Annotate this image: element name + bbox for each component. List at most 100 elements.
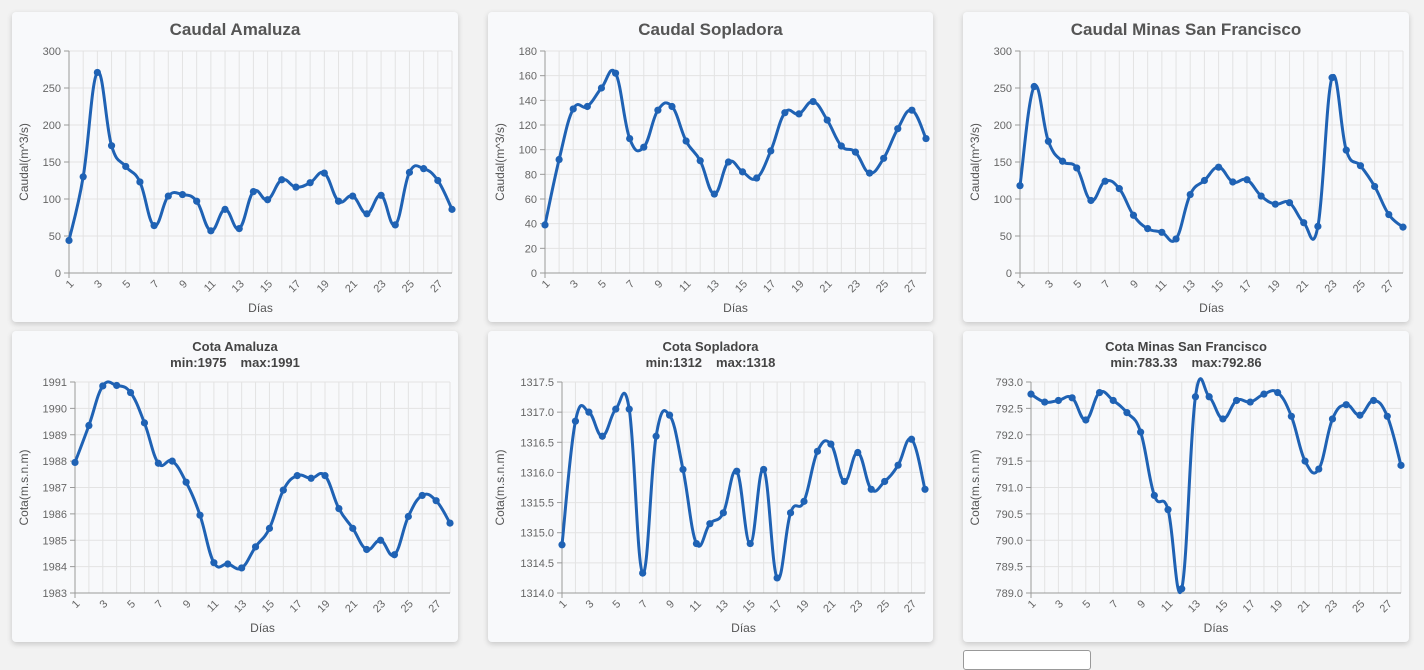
x-tick-label: 5 bbox=[125, 598, 138, 611]
x-axis-label: Días bbox=[250, 621, 275, 635]
data-point bbox=[1058, 157, 1067, 165]
series-line bbox=[543, 68, 928, 227]
chart-subtitle: min:1975 max:1991 bbox=[12, 355, 458, 371]
y-tick-label: 120 bbox=[519, 120, 537, 132]
data-point bbox=[626, 134, 634, 143]
x-tick-label: 15 bbox=[741, 598, 758, 615]
data-point bbox=[760, 465, 768, 474]
data-point bbox=[448, 205, 456, 213]
data-point bbox=[746, 539, 754, 548]
y-tick-label: 300 bbox=[43, 46, 61, 58]
y-tick-label: 792.5 bbox=[995, 403, 1023, 415]
partial-control[interactable] bbox=[963, 650, 1091, 670]
chart-card-caudal-sopladora: Caudal Sopladora 0 20 40 60 80 100 120 140 160 18… bbox=[488, 12, 933, 322]
data-point bbox=[376, 536, 385, 544]
x-tick-label: 5 bbox=[1081, 598, 1094, 611]
data-point bbox=[71, 458, 79, 467]
data-point bbox=[583, 102, 591, 111]
data-point bbox=[178, 190, 187, 199]
x-tick-label: 13 bbox=[1181, 278, 1198, 295]
data-point bbox=[1016, 182, 1024, 190]
y-tick-label: 1985 bbox=[43, 535, 67, 547]
data-point bbox=[1158, 228, 1166, 236]
data-point bbox=[598, 432, 606, 440]
x-tick-label: 5 bbox=[596, 278, 609, 291]
data-point bbox=[1246, 398, 1254, 406]
y-tick-label: 793.0 bbox=[995, 377, 1023, 389]
data-point bbox=[640, 143, 648, 151]
y-tick-label: 1987 bbox=[43, 483, 67, 495]
x-tick-label: 5 bbox=[1071, 278, 1084, 291]
y-tick-label: 0 bbox=[531, 268, 537, 280]
y-tick-label: 1986 bbox=[43, 509, 67, 521]
x-tick-label: 23 bbox=[371, 278, 388, 295]
y-tick-label: 1316.5 bbox=[520, 437, 554, 449]
data-point bbox=[1200, 176, 1209, 185]
data-point bbox=[865, 169, 874, 177]
data-point bbox=[432, 497, 440, 505]
x-axis-label: Días bbox=[248, 301, 273, 315]
data-point bbox=[377, 191, 385, 199]
data-point bbox=[279, 486, 287, 494]
x-tick-label: 9 bbox=[664, 598, 677, 611]
data-point bbox=[210, 559, 218, 567]
chart-card-caudal-minas: Caudal Minas San Francisco 0 50 100 150 200 2… bbox=[963, 12, 1409, 322]
y-tick-label: 1314.5 bbox=[520, 558, 554, 570]
x-tick-label: 7 bbox=[153, 598, 166, 611]
data-point bbox=[207, 227, 215, 235]
chart-title-block: Cota Minas San Francisco min:783.33 max:7… bbox=[963, 339, 1409, 371]
y-axis-label: Cota(m.s.n.m) bbox=[17, 449, 31, 525]
data-point bbox=[193, 197, 201, 205]
data-point bbox=[1144, 225, 1152, 233]
x-axis-label: Días bbox=[1204, 621, 1229, 635]
x-tick-label: 9 bbox=[177, 278, 190, 291]
data-point bbox=[880, 154, 888, 162]
data-point bbox=[894, 461, 902, 469]
min-label: min:1975 bbox=[170, 355, 227, 370]
y-tick-label: 1315.5 bbox=[520, 498, 554, 510]
data-point bbox=[851, 148, 860, 156]
data-point bbox=[724, 158, 733, 166]
x-tick-label: 15 bbox=[260, 598, 277, 615]
chart-card-cota-amaluza: Cota Amaluza min:1975 max:1991 1983 1984 19… bbox=[12, 331, 458, 642]
data-point bbox=[1041, 398, 1049, 406]
y-tick-label: 1989 bbox=[43, 430, 67, 442]
data-point bbox=[1383, 412, 1391, 420]
y-tick-label: 1991 bbox=[43, 377, 67, 389]
data-point bbox=[692, 539, 701, 548]
y-tick-label: 791.5 bbox=[995, 456, 1023, 468]
data-point bbox=[710, 190, 718, 198]
y-axis-label: Caudal(m^3/s) bbox=[968, 123, 982, 201]
x-tick-label: 19 bbox=[315, 278, 332, 295]
data-point bbox=[1054, 396, 1063, 405]
x-tick-label: 19 bbox=[1266, 278, 1283, 295]
x-tick-label: 21 bbox=[343, 278, 360, 295]
y-tick-label: 792.0 bbox=[995, 430, 1023, 442]
data-point bbox=[334, 197, 343, 205]
max-label: max:792.86 bbox=[1191, 355, 1262, 370]
data-point bbox=[321, 472, 329, 480]
data-point bbox=[363, 545, 371, 554]
y-axis-label: Caudal(m^3/s) bbox=[17, 123, 31, 201]
x-tick-label: 19 bbox=[315, 598, 332, 615]
data-point bbox=[585, 408, 593, 416]
data-point bbox=[823, 116, 831, 124]
data-point bbox=[1137, 428, 1145, 436]
max-label: max:1991 bbox=[240, 355, 300, 370]
data-point bbox=[1178, 585, 1186, 593]
data-point bbox=[404, 512, 412, 521]
x-tick-label: 7 bbox=[149, 278, 162, 291]
y-tick-label: 150 bbox=[994, 157, 1012, 169]
x-tick-label: 27 bbox=[902, 278, 919, 295]
data-point bbox=[679, 465, 687, 474]
data-point bbox=[907, 435, 916, 443]
x-tick-label: 9 bbox=[1135, 598, 1148, 611]
x-tick-label: 1 bbox=[540, 278, 553, 291]
gridlines bbox=[1030, 381, 1402, 594]
data-point bbox=[1342, 146, 1350, 154]
y-tick-label: 150 bbox=[43, 157, 61, 169]
data-point bbox=[99, 382, 107, 390]
chart-subtitle: min:1312 max:1318 bbox=[488, 355, 933, 371]
